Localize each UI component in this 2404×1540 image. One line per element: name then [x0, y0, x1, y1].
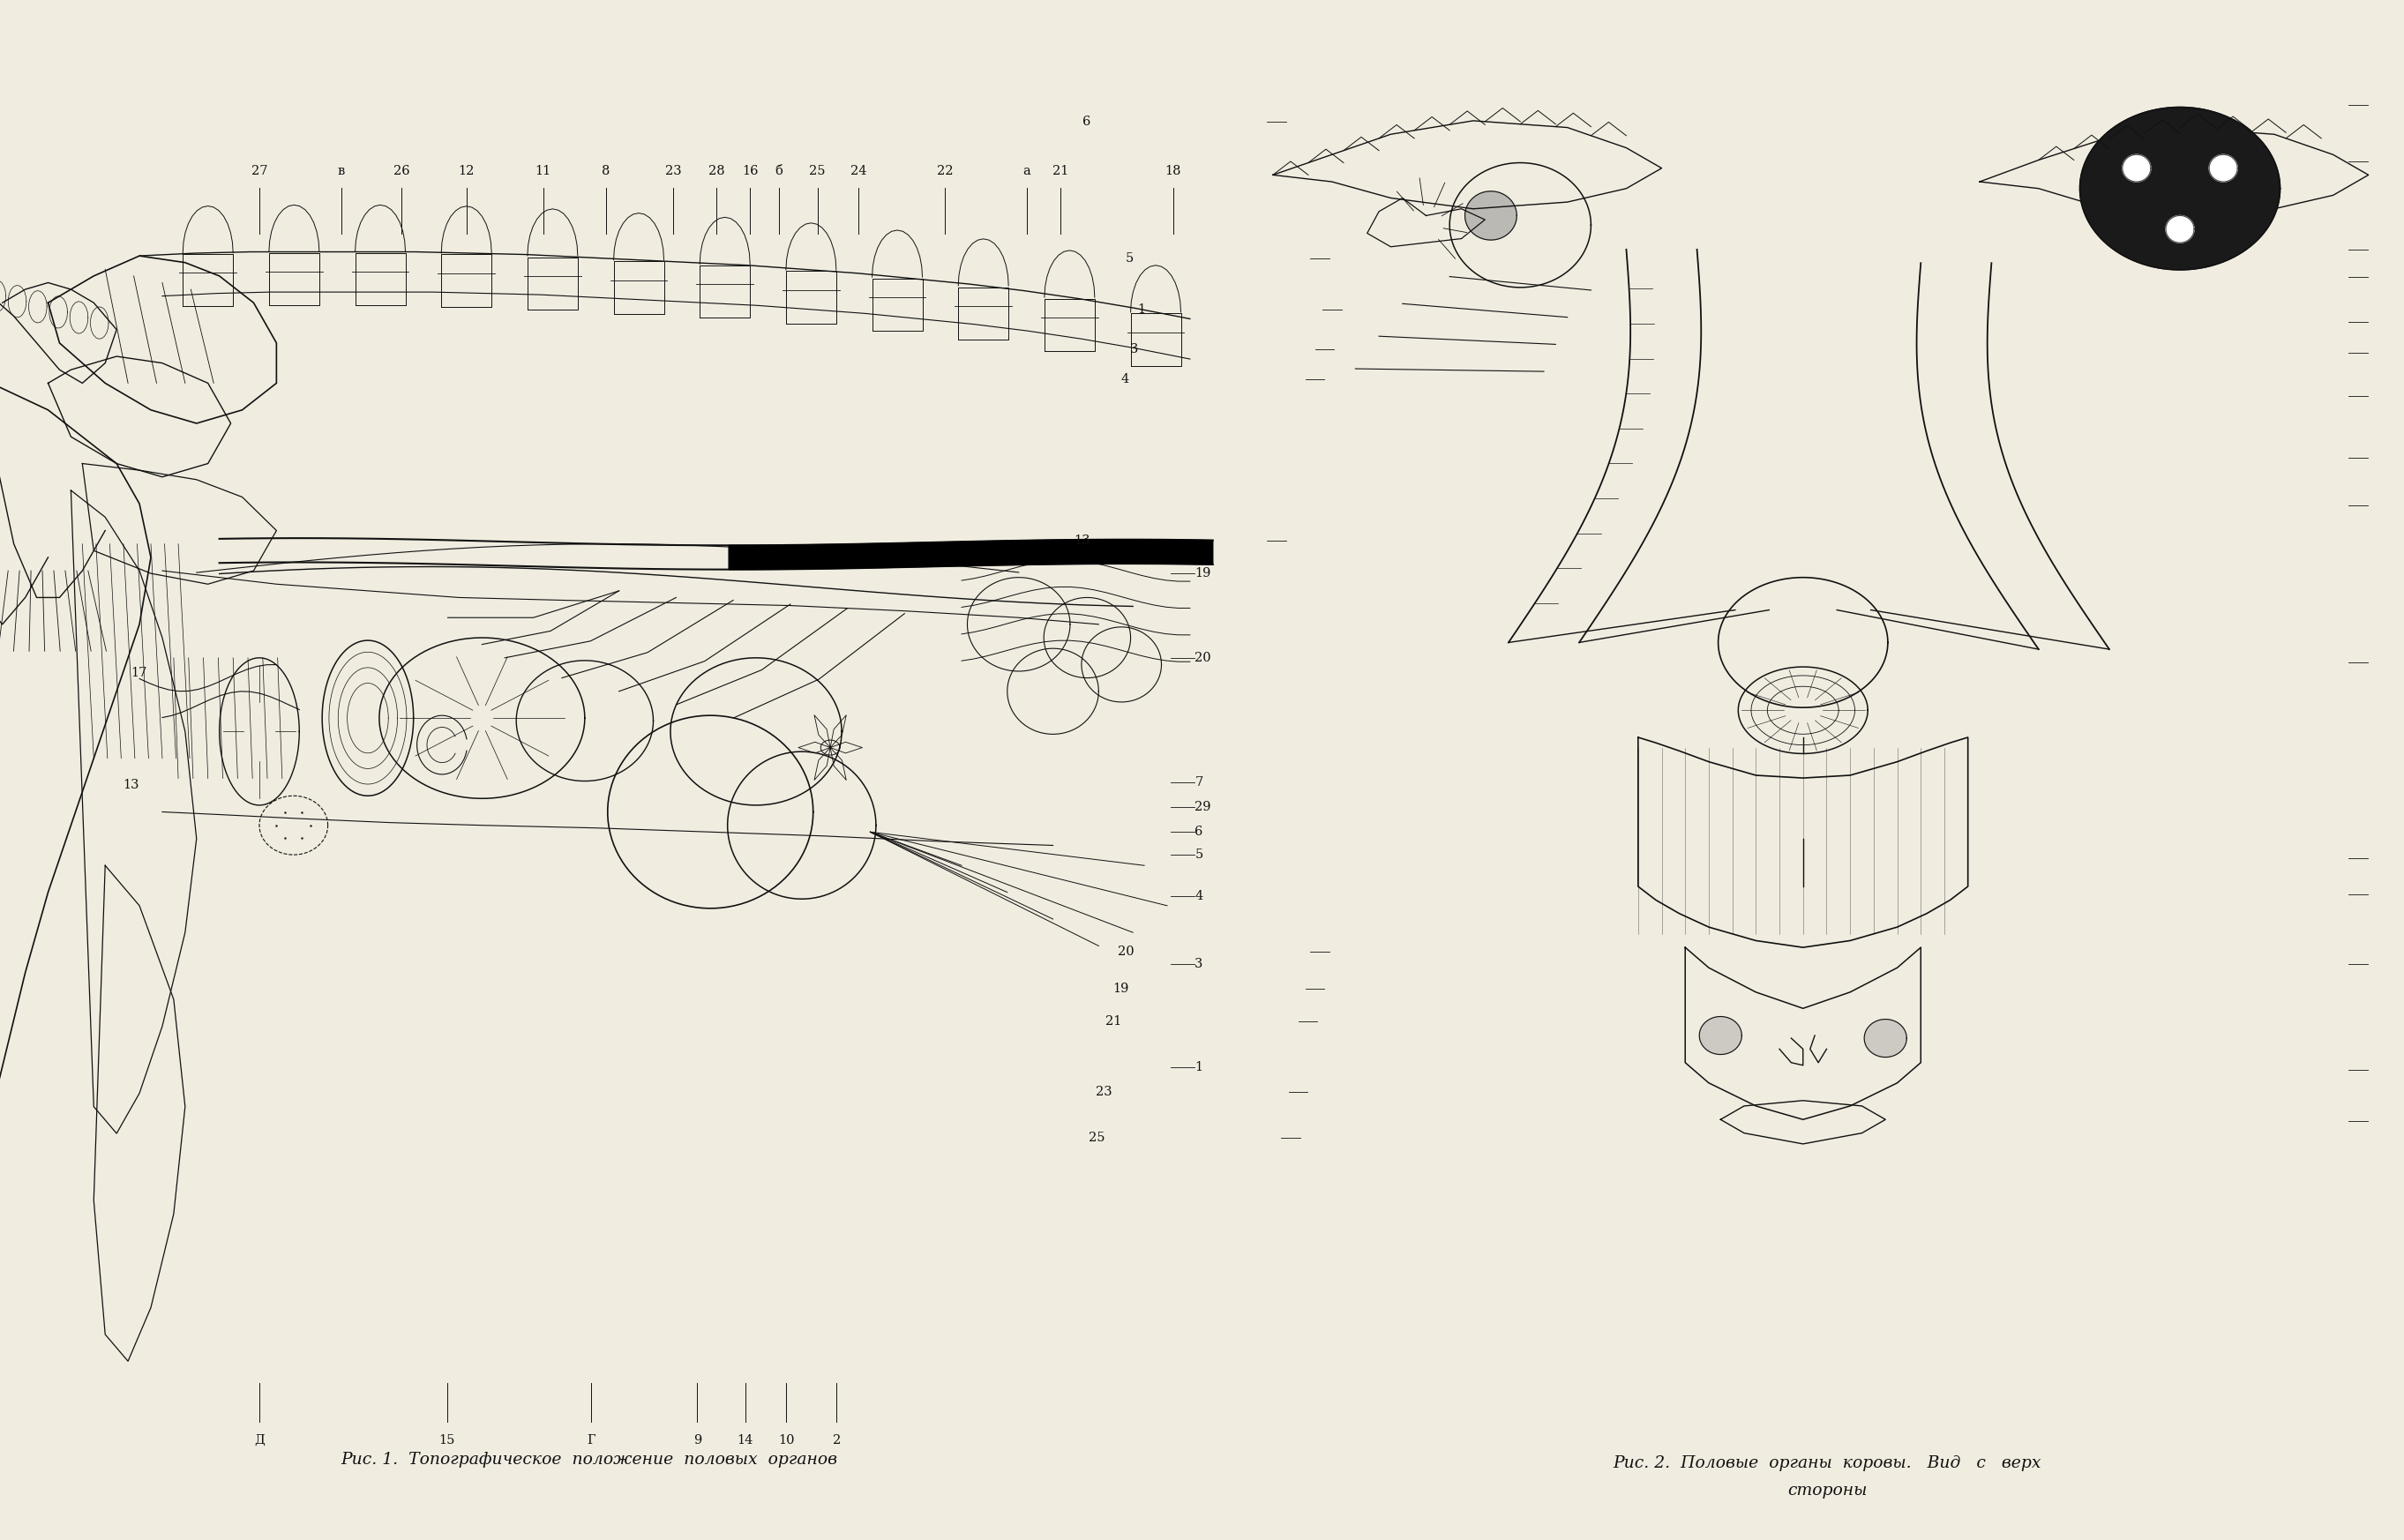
Text: 17: 17 — [130, 667, 147, 679]
Text: 27: 27 — [252, 165, 267, 177]
Text: Рис. 2.  Половые  органы  коровы.   Вид   с   верх: Рис. 2. Половые органы коровы. Вид с вер… — [1613, 1455, 2041, 1471]
Text: 4: 4 — [1195, 890, 1202, 902]
Text: 13: 13 — [123, 779, 139, 792]
Text: 5: 5 — [1125, 253, 1135, 265]
Text: стороны: стороны — [1786, 1483, 1868, 1498]
Polygon shape — [1214, 46, 2392, 1401]
Polygon shape — [2123, 154, 2152, 182]
Polygon shape — [48, 62, 1190, 1401]
Polygon shape — [1700, 1016, 1743, 1055]
Text: Г: Г — [587, 1434, 596, 1446]
Text: 22: 22 — [938, 165, 952, 177]
Polygon shape — [1863, 1019, 1906, 1056]
Text: Д: Д — [255, 1434, 264, 1446]
Text: 6: 6 — [1195, 825, 1202, 838]
Polygon shape — [1464, 191, 1517, 240]
Text: 10: 10 — [779, 1434, 793, 1446]
Text: 9: 9 — [692, 1434, 702, 1446]
Text: в: в — [337, 165, 346, 177]
Text: 6: 6 — [1082, 115, 1091, 128]
Text: 24: 24 — [851, 165, 865, 177]
Text: 28: 28 — [709, 165, 724, 177]
Text: 1: 1 — [1195, 1061, 1202, 1073]
Text: а: а — [1022, 165, 1031, 177]
Text: 21: 21 — [1053, 165, 1067, 177]
Polygon shape — [2079, 108, 2279, 269]
Text: 16: 16 — [743, 165, 757, 177]
Text: 5: 5 — [1195, 849, 1202, 861]
Polygon shape — [2166, 216, 2195, 243]
Polygon shape — [2209, 154, 2238, 182]
Text: 29: 29 — [1195, 801, 1212, 813]
Text: 14: 14 — [738, 1434, 752, 1446]
Text: 13: 13 — [1075, 534, 1091, 547]
Text: 1: 1 — [1137, 303, 1147, 316]
Text: 20: 20 — [1195, 651, 1212, 664]
Text: 21: 21 — [1106, 1015, 1123, 1027]
Text: 20: 20 — [1118, 946, 1135, 958]
Text: 3: 3 — [1130, 343, 1139, 356]
Text: 23: 23 — [1096, 1086, 1113, 1098]
Text: 18: 18 — [1166, 165, 1180, 177]
Text: 25: 25 — [810, 165, 825, 177]
Text: 4: 4 — [1120, 373, 1130, 385]
Text: 7: 7 — [1195, 776, 1202, 788]
Text: 12: 12 — [459, 165, 474, 177]
Text: 19: 19 — [1113, 983, 1130, 995]
Text: 2: 2 — [832, 1434, 841, 1446]
Text: 3: 3 — [1195, 958, 1202, 970]
Text: 15: 15 — [440, 1434, 454, 1446]
Text: Рис. 1.  Топографическое  положение  половых  органов: Рис. 1. Топографическое положение половы… — [341, 1452, 837, 1468]
Text: 11: 11 — [536, 165, 551, 177]
Text: 26: 26 — [394, 165, 409, 177]
Text: 25: 25 — [1089, 1132, 1106, 1144]
Text: 8: 8 — [601, 165, 611, 177]
Polygon shape — [728, 539, 1212, 570]
Text: б: б — [774, 165, 784, 177]
Text: 19: 19 — [1195, 567, 1212, 579]
Text: 23: 23 — [666, 165, 680, 177]
